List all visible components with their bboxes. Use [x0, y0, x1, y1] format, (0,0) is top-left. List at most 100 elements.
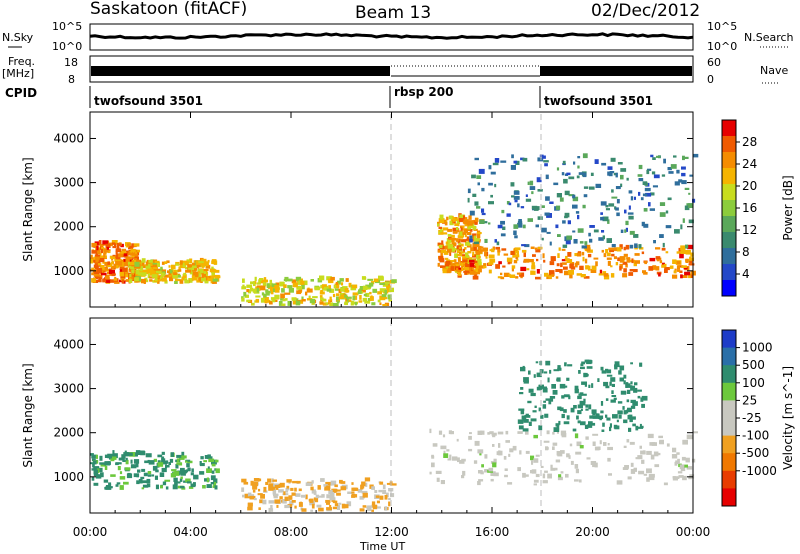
power-cell-4-87 [474, 274, 477, 277]
power-cell-2-253 [379, 282, 385, 285]
power-cell-4-44 [511, 267, 514, 272]
velocity-cell-0-171 [104, 454, 108, 458]
power-cell-5-211 [514, 235, 518, 239]
power-cell-5-258 [606, 238, 612, 243]
velocity-cell-2-179 [480, 430, 485, 435]
power-cell-2-86 [292, 300, 298, 305]
power-cell-2-48 [360, 288, 366, 293]
velocity-cell-1-18 [337, 489, 341, 492]
power-cell-5-215 [629, 230, 635, 235]
power-cell-4-34 [683, 267, 688, 270]
velocity-cell-3-64 [591, 383, 594, 388]
power-cell-4-49 [610, 273, 615, 278]
x-tick-label-0: 00:00 [73, 525, 108, 539]
velocity-panel [89, 317, 698, 514]
power-cell-4-201 [550, 256, 556, 262]
velocity-cell-0-169 [141, 480, 147, 484]
velocity-cell-1-144 [311, 503, 315, 509]
velocity-cell-0-76 [185, 459, 191, 462]
velocity-cell-2-111 [630, 469, 636, 474]
power-cell-4-11 [613, 256, 617, 260]
velocity-cell-1-31 [347, 491, 354, 494]
power-cell-4-4 [512, 253, 515, 258]
velocity-cell-2-84 [477, 449, 484, 454]
velocity-cell-1-146 [351, 491, 355, 494]
velocity-cell-3-175 [561, 395, 565, 399]
power-cell-4-70 [500, 276, 505, 280]
velocity-cell-0-123 [93, 460, 97, 465]
velocity-cell-0-111 [120, 457, 125, 461]
y-tick-label-0-4000: 4000 [53, 131, 84, 145]
power-cell-5-238 [626, 177, 629, 181]
power-cell-5-133 [513, 190, 520, 195]
power-cell-3-61 [454, 218, 460, 222]
velocity-cell-0-179 [204, 455, 208, 459]
power-cell-4-165 [482, 247, 488, 252]
power-cell-4-182 [689, 260, 693, 264]
power-cell-5-74 [614, 206, 617, 210]
velocity-cell-2-161 [431, 455, 435, 459]
power-cell-4-209 [515, 247, 521, 251]
power-cell-1-109 [181, 260, 188, 265]
power-cell-4-252 [565, 255, 568, 261]
velocity-cell-2-61 [440, 480, 445, 485]
velocity-cell-1-138 [257, 493, 263, 496]
velocity-cell-2-117 [565, 473, 569, 478]
power-cell-2-110 [275, 282, 280, 286]
y-tick-label-1-4000: 4000 [53, 337, 84, 351]
power-cell-5-148 [624, 209, 627, 214]
power-cell-5-191 [510, 182, 515, 187]
velocity-cell-1-61 [268, 483, 275, 488]
power-cell-4-57 [634, 253, 640, 256]
velocity-cell-0-20 [142, 484, 149, 488]
velocity-cell-0-137 [210, 475, 216, 481]
power-cell-5-18 [674, 229, 680, 234]
velocity-cell-3-74 [637, 395, 641, 399]
power-cell-1-257 [180, 260, 183, 265]
power-cell-1-73 [154, 262, 160, 267]
velocity-cell-1-2 [361, 490, 368, 494]
power-cell-5-136 [541, 227, 547, 233]
power-cell-5-51 [625, 220, 629, 226]
velocity-cell-2-76 [535, 454, 540, 457]
power-cell-2-203 [301, 299, 306, 302]
noise-right-tick-low: 10^0 [707, 40, 737, 53]
power-cell-1-202 [127, 261, 131, 265]
velocity-cell-2-145 [607, 457, 611, 462]
velocity-cell-1-106 [253, 478, 260, 482]
velocity-colorbar-seg-1 [722, 347, 736, 366]
power-cell-0-171 [90, 257, 97, 262]
power-cell-2-197 [296, 278, 299, 282]
power-cell-4-41 [474, 260, 478, 265]
freq-left-label-2: [MHz] [2, 67, 34, 80]
power-cell-2-189 [274, 285, 280, 289]
power-cell-5-91 [688, 203, 694, 208]
velocity-cell-1-70 [262, 499, 267, 505]
power-cell-5-137 [659, 234, 664, 238]
velocity-cell-2-47 [474, 440, 480, 446]
power-cell-5-254 [611, 244, 616, 248]
power-cell-5-47 [652, 157, 656, 160]
power-cell-0-56 [98, 276, 102, 282]
power-cell-4-125 [583, 276, 590, 279]
power-cell-1-142 [184, 278, 188, 281]
velocity-cb-label-1: 500 [742, 358, 765, 372]
velocity-cell-3-170 [633, 387, 638, 393]
velocity-cell-1-157 [309, 498, 314, 503]
velocity-cell-3-188 [544, 413, 549, 418]
power-cell-3-246 [476, 234, 481, 239]
power-cell-5-0 [572, 230, 576, 233]
power-cell-4-14 [655, 247, 661, 250]
power-cell-5-87 [686, 203, 690, 206]
power-cell-5-132 [564, 215, 568, 219]
power-cell-3-186 [464, 234, 467, 238]
power-cell-1-185 [148, 259, 154, 263]
power-cell-1-245 [187, 264, 192, 268]
velocity-cell-2-62 [550, 464, 553, 469]
power-cell-5-71 [638, 178, 644, 182]
velocity-cell-0-192 [136, 480, 140, 485]
power-cell-5-198 [490, 171, 496, 175]
velocity-cell-3-10 [518, 425, 524, 430]
power-cell-4-93 [610, 265, 613, 268]
velocity-cell-0-142 [181, 455, 187, 459]
